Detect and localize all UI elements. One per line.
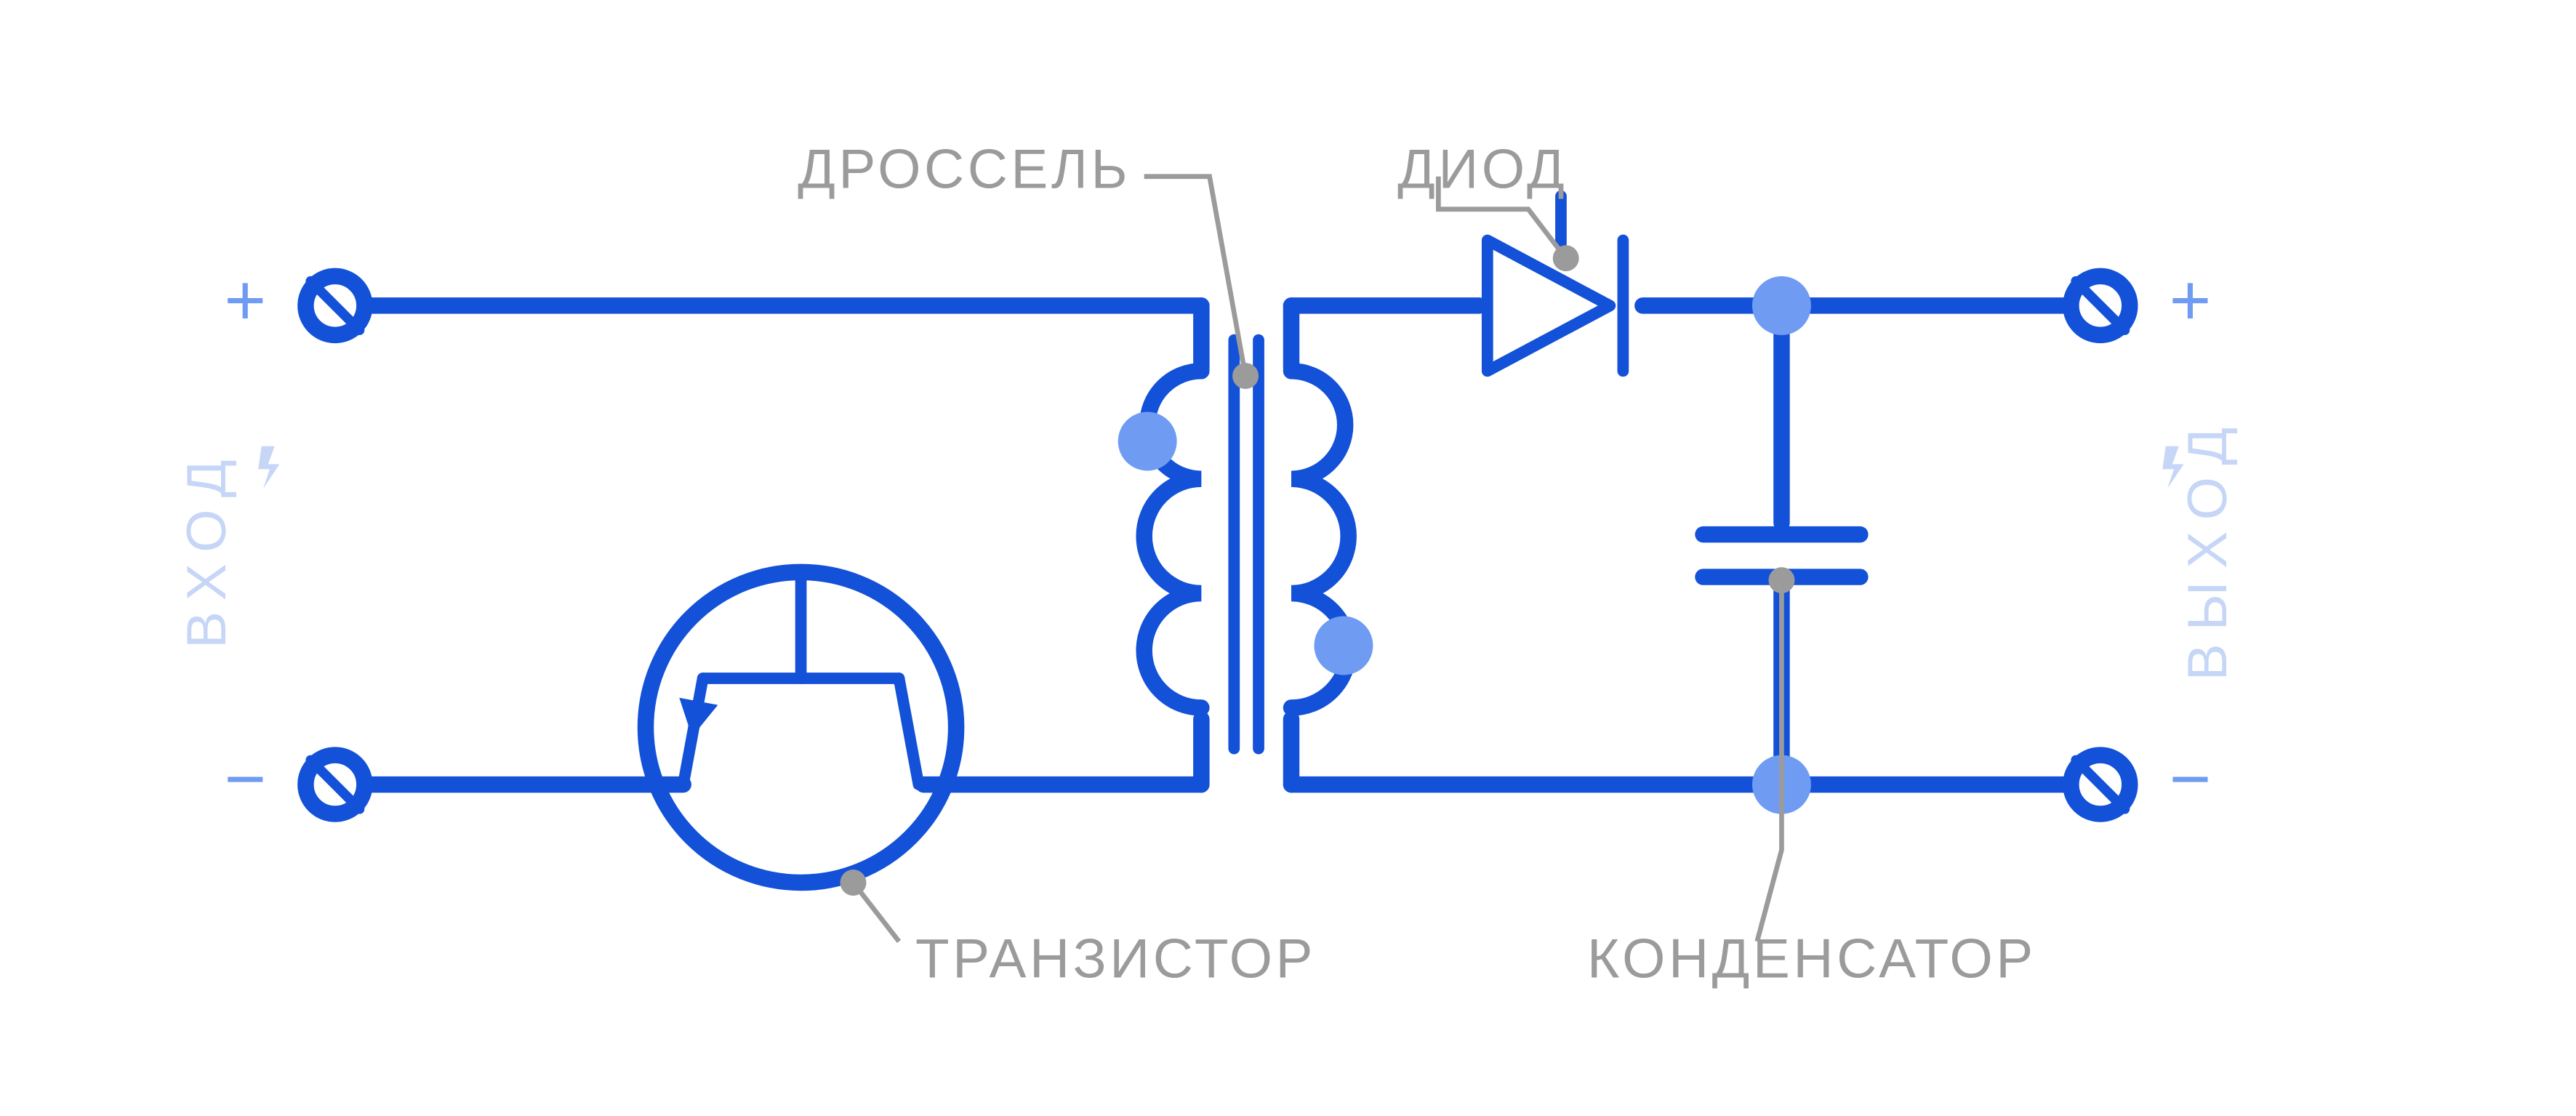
annotation-label-transistor: ТРАНЗИСТОР xyxy=(915,928,1316,989)
output-label: ВЫХОД xyxy=(2177,414,2239,681)
node-dot xyxy=(1314,617,1373,675)
node-dot xyxy=(1752,276,1811,335)
polarity-sign: − xyxy=(2170,738,2212,819)
polarity-sign: − xyxy=(224,738,266,819)
annotation-label-capacitor: КОНДЕНСАТОР xyxy=(1587,928,2037,989)
node-dot xyxy=(1118,412,1177,471)
polarity-sign: + xyxy=(224,260,266,340)
input-label: ВХОД xyxy=(176,446,238,649)
polarity-sign: + xyxy=(2170,260,2212,340)
annotation-label-diode: ДИОД xyxy=(1397,139,1568,201)
annotation-label-inductor: ДРОССЕЛЬ xyxy=(798,139,1131,201)
